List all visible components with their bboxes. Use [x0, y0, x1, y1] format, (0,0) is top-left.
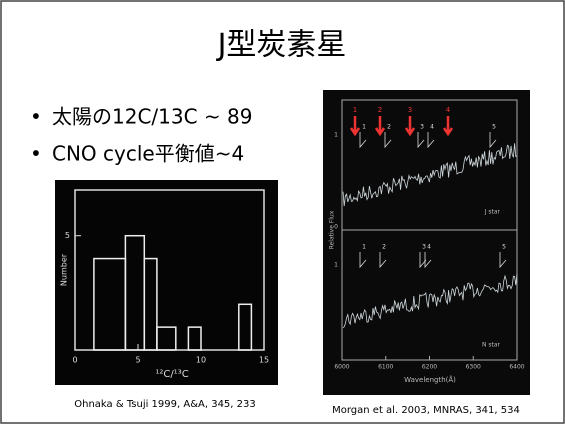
x-tick-label: 5 — [135, 356, 140, 365]
caption: Ohnaka & Tsuji 1999, A&A, 345, 233 — [74, 399, 255, 410]
x-tick-label: 6300 — [466, 364, 481, 371]
slide-title: J型炭素星 — [216, 28, 347, 63]
marker-label: 5 — [502, 244, 506, 251]
bullet: 太陽の12C/13C ~ 89 — [52, 105, 253, 129]
marker-label: 3 — [420, 124, 424, 131]
x-axis-label: Wavelength(Å) — [404, 375, 456, 384]
red-marker-label: 1 — [353, 106, 357, 114]
x-tick-label: 15 — [259, 356, 269, 365]
marker-label: 5 — [492, 124, 496, 131]
y-axis-label: Relative Flux — [329, 210, 336, 249]
x-tick-label: 6000 — [334, 364, 349, 371]
bullet-dot: • — [30, 105, 42, 129]
histogram-figure — [55, 180, 278, 385]
x-tick-label: 6100 — [378, 364, 393, 371]
x-tick-label: 10 — [196, 356, 206, 365]
marker-label: 1 — [362, 244, 366, 251]
marker-label: 3 — [422, 244, 426, 251]
red-marker-label: 2 — [378, 106, 382, 114]
x-tick-label: 0 — [72, 356, 77, 365]
red-marker-label: 3 — [408, 106, 412, 114]
x-axis-label: ¹²C/¹³C — [155, 369, 188, 380]
marker-label: 4 — [430, 124, 434, 131]
marker-label: 2 — [387, 124, 391, 131]
panel-label: J star — [484, 209, 501, 216]
y-tick-label: 5 — [65, 231, 70, 240]
caption: Morgan et al. 2003, MNRAS, 341, 534 — [332, 405, 520, 416]
x-tick-label: 6200 — [422, 364, 437, 371]
panel-label: N star — [482, 342, 501, 349]
y-axis-label: Number — [60, 253, 69, 286]
x-tick-label: 6400 — [509, 364, 524, 371]
bullet-dot: • — [30, 142, 42, 166]
marker-label: 1 — [362, 124, 366, 131]
y-tick-label: 1 — [334, 262, 338, 269]
marker-label: 4 — [427, 244, 431, 251]
marker-label: 2 — [382, 244, 386, 251]
slide: J型炭素星 • 太陽の12C/13C ~ 89 • CNO cycle平衡値~4… — [0, 0, 565, 424]
spectrum-figure — [323, 90, 530, 395]
bullet: CNO cycle平衡値~4 — [52, 142, 244, 166]
red-marker-label: 4 — [446, 106, 451, 114]
y-tick-label: 1 — [334, 132, 338, 139]
